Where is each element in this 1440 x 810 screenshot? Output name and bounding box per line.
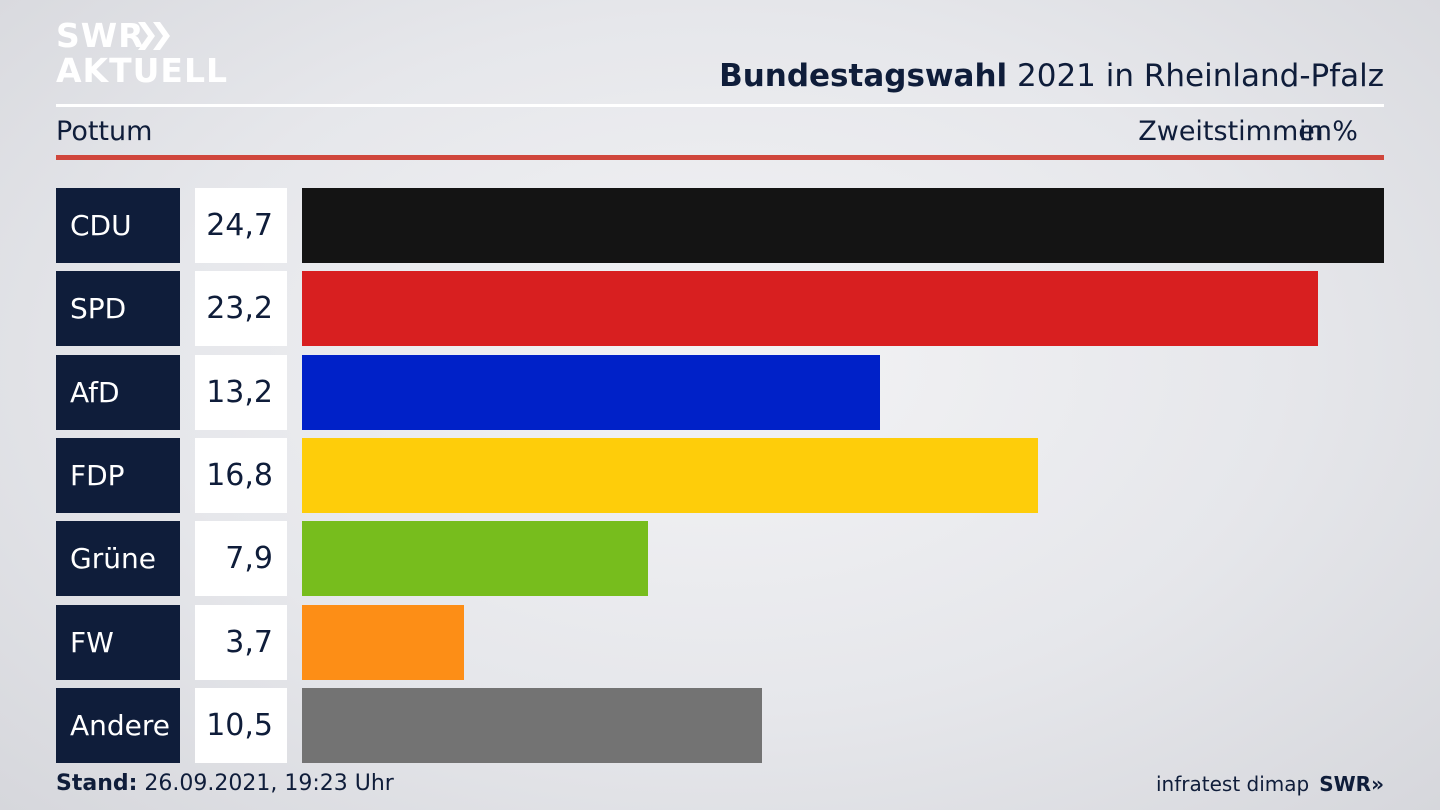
logo-aktuell-text: AKTUELL [56, 51, 229, 90]
bar-row-spd: SPD 23,2 [0, 271, 1440, 346]
party-label: SPD [56, 271, 180, 346]
party-label: Grüne [56, 521, 180, 596]
metric-label: Zweitstimmen [1138, 116, 1332, 147]
value-label: 24,7 [195, 188, 287, 263]
value-label: 13,2 [195, 355, 287, 430]
stand-label: Stand: [56, 771, 138, 796]
party-label: CDU [56, 188, 180, 263]
bar [302, 605, 464, 680]
region-label: Pottum [56, 116, 153, 147]
party-label: FW [56, 605, 180, 680]
bar [302, 688, 762, 763]
logo-swr-text: SWR [56, 16, 145, 55]
header-accent-rule [56, 155, 1384, 160]
bar-row-grüne: Grüne 7,9 [0, 521, 1440, 596]
value-label: 23,2 [195, 271, 287, 346]
bar [302, 521, 648, 596]
value-label: 3,7 [195, 605, 287, 680]
bar [302, 355, 880, 430]
bar-row-afd: AfD 13,2 [0, 355, 1440, 430]
bar [302, 438, 1038, 513]
title-bold: Bundestagswahl [719, 58, 1008, 94]
party-label: FDP [56, 438, 180, 513]
party-label: Andere [56, 688, 180, 763]
footer-swr-logo: SWR» [1319, 772, 1384, 796]
source-label: infratest dimap [1156, 772, 1310, 796]
bar-row-cdu: CDU 24,7 [0, 188, 1440, 263]
logo-arrows-icon [138, 22, 170, 50]
bar [302, 271, 1318, 346]
party-label: AfD [56, 355, 180, 430]
value-label: 7,9 [195, 521, 287, 596]
source-credit: infratest dimap SWR» [1156, 772, 1384, 796]
value-label: 16,8 [195, 438, 287, 513]
title-rest: 2021 in Rheinland-Pfalz [1007, 58, 1384, 94]
bar-row-fdp: FDP 16,8 [0, 438, 1440, 513]
unit-label: in % [1299, 116, 1358, 147]
stand-value: 26.09.2021, 19:23 Uhr [137, 771, 394, 796]
bar [302, 188, 1384, 263]
chart-title: Bundestagswahl 2021 in Rheinland-Pfalz [719, 58, 1384, 94]
header-divider [56, 104, 1384, 107]
bar-row-andere: Andere 10,5 [0, 688, 1440, 763]
timestamp: Stand: 26.09.2021, 19:23 Uhr [56, 771, 394, 796]
bar-row-fw: FW 3,7 [0, 605, 1440, 680]
swr-aktuell-logo: SWR AKTUELL [56, 18, 246, 90]
value-label: 10,5 [195, 688, 287, 763]
